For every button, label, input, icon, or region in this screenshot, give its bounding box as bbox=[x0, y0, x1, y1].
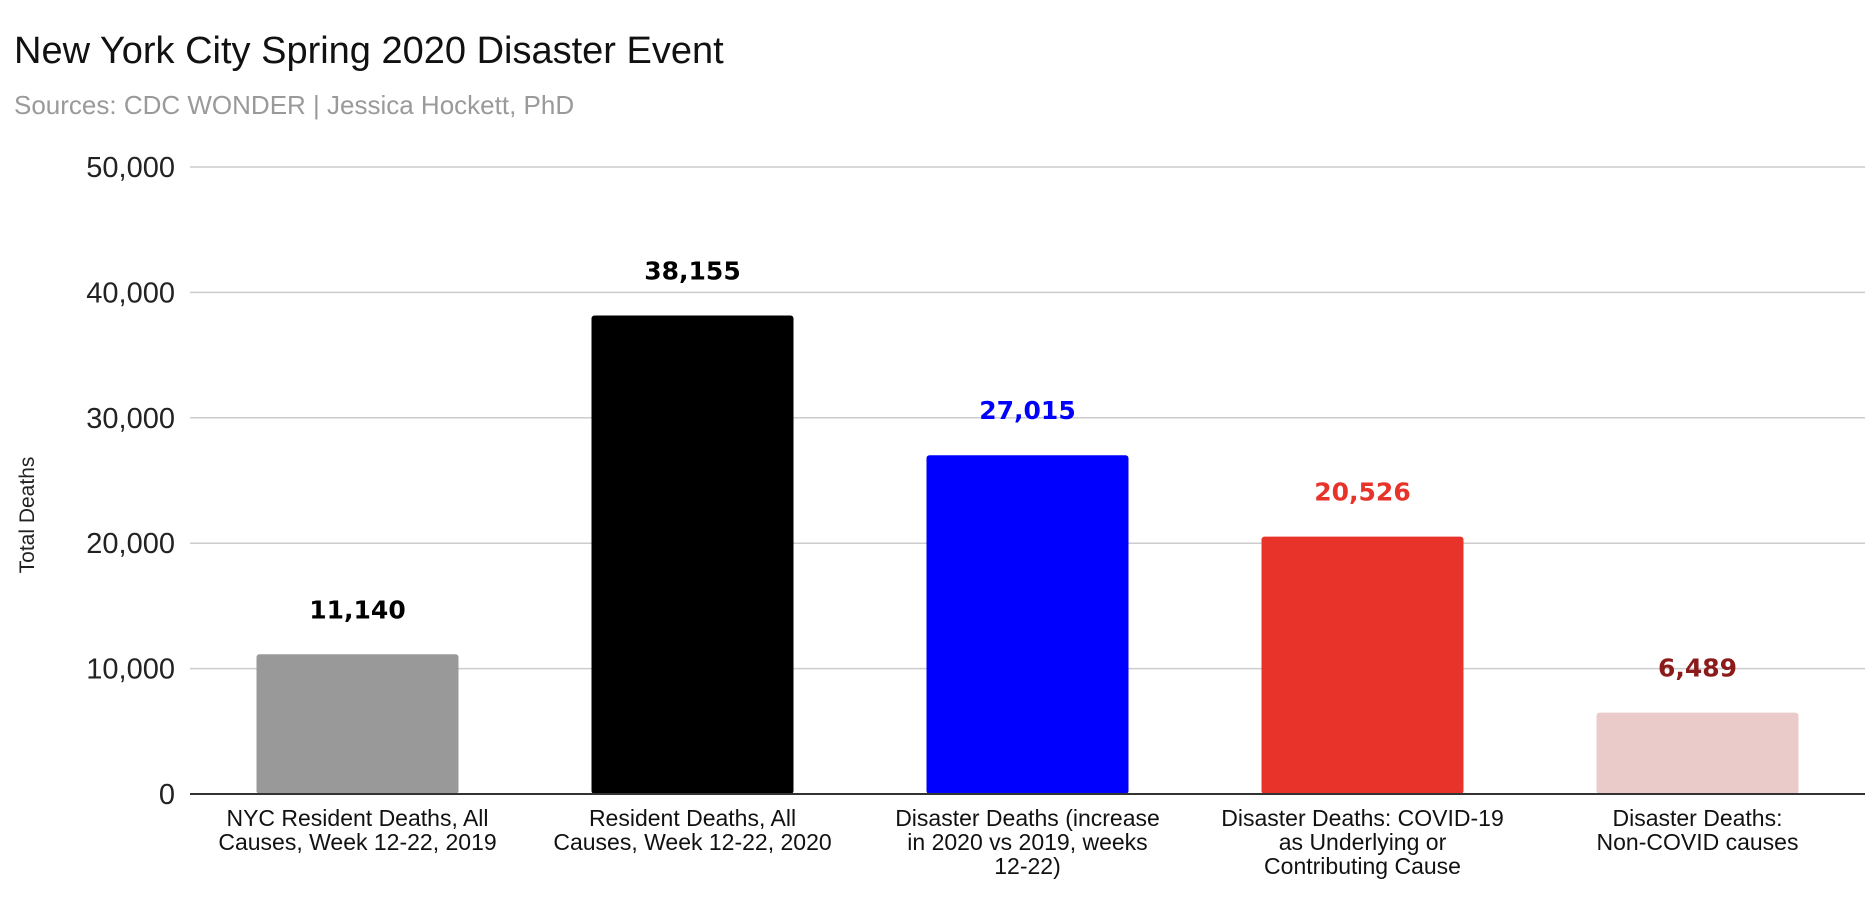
y-axis-ticks: 0 10,000 20,000 30,000 40,000 50,000 bbox=[86, 152, 175, 811]
bar-value-label: 27,015 bbox=[979, 396, 1075, 425]
y-axis-title: Total Deaths bbox=[16, 457, 39, 574]
bar-value-label: 6,489 bbox=[1658, 654, 1737, 683]
bar bbox=[591, 315, 794, 794]
category-label: Resident Deaths, All bbox=[589, 805, 796, 831]
category-label: Causes, Week 12-22, 2020 bbox=[553, 829, 831, 855]
category-label: Disaster Deaths (increase bbox=[895, 805, 1160, 831]
y-tick-label: 30,000 bbox=[86, 403, 175, 435]
bar-value-label: 20,526 bbox=[1314, 478, 1410, 507]
chart-subtitle: Sources: CDC WONDER | Jessica Hockett, P… bbox=[14, 90, 575, 120]
y-tick-label: 10,000 bbox=[86, 654, 175, 686]
category-label: Contributing Cause bbox=[1264, 853, 1461, 879]
bar bbox=[1261, 536, 1464, 794]
y-tick-label: 20,000 bbox=[86, 528, 175, 560]
bar bbox=[1596, 712, 1799, 794]
bar bbox=[256, 654, 459, 794]
y-tick-label: 0 bbox=[159, 779, 175, 811]
bars bbox=[256, 315, 1799, 794]
category-label: Disaster Deaths: bbox=[1612, 805, 1782, 831]
chart-title: New York City Spring 2020 Disaster Event bbox=[14, 30, 724, 72]
bar-value-label: 38,155 bbox=[644, 257, 740, 286]
y-tick-label: 50,000 bbox=[86, 152, 175, 184]
category-label: Disaster Deaths: COVID-19 bbox=[1221, 805, 1503, 831]
category-label: Causes, Week 12-22, 2019 bbox=[218, 829, 496, 855]
category-label: NYC Resident Deaths, All bbox=[226, 805, 488, 831]
bar-value-label: 11,140 bbox=[309, 595, 405, 624]
y-tick-label: 40,000 bbox=[86, 277, 175, 309]
bar bbox=[926, 455, 1129, 794]
category-label: as Underlying or bbox=[1279, 829, 1447, 855]
category-label: 12-22) bbox=[994, 853, 1060, 879]
category-label: in 2020 vs 2019, weeks bbox=[907, 829, 1147, 855]
data-labels: 11,140 38,155 27,015 20,526 6,489 bbox=[309, 257, 1737, 683]
category-label: Non-COVID causes bbox=[1597, 829, 1799, 855]
